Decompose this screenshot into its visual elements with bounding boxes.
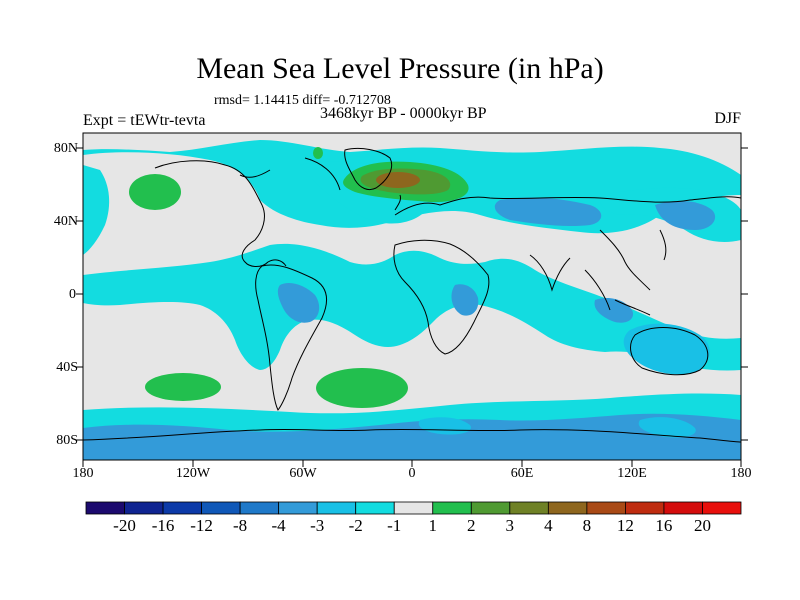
lon-label-60e: 60E <box>510 466 534 481</box>
brown-region-greenland <box>376 172 420 188</box>
green-region-arctic <box>313 147 323 159</box>
lat-label-40n: 40N <box>53 214 78 229</box>
colorbar-label: -20 <box>113 516 136 535</box>
green-region-south-atlantic <box>316 368 408 408</box>
lat-label-80n: 80N <box>53 141 78 156</box>
coastline-antarctica <box>83 428 741 443</box>
colorbar-box <box>470 501 511 515</box>
colorbar-box <box>625 501 665 515</box>
coastline-uk <box>394 194 401 211</box>
colorbar-box <box>162 501 202 515</box>
lon-label-0: 0 <box>408 466 416 481</box>
colorbar-label: -2 <box>348 516 363 535</box>
colorbar <box>85 501 742 515</box>
lat-label-80s: 80S <box>56 433 78 448</box>
stats-text: rmsd= 1.14415 diff= -0.712708 <box>214 93 391 108</box>
colorbar-box <box>702 501 742 515</box>
colorbar-box <box>85 501 125 515</box>
colorbar-label: 8 <box>582 516 592 535</box>
colorbar-box <box>316 501 357 515</box>
coastline-europe-asia <box>394 196 741 291</box>
colorbar-label: 12 <box>616 516 634 535</box>
colorbar-label: -12 <box>190 516 213 535</box>
colorbar-label: 20 <box>694 516 711 535</box>
colorbar-label: 16 <box>655 516 673 535</box>
cyan-region-australia <box>623 323 710 375</box>
colorbar-box <box>124 501 164 515</box>
cyan-region-west-pacific <box>83 165 110 255</box>
lon-label-120w: 120W <box>175 466 211 481</box>
colorbar-label: -1 <box>387 516 402 535</box>
colorbar-box <box>547 501 588 515</box>
lon-label-120e: 120E <box>617 466 647 481</box>
pressure-field <box>83 133 741 460</box>
lon-label-180w: 180 <box>72 466 94 481</box>
season-label: DJF <box>714 110 741 127</box>
coastline-africa <box>393 239 490 355</box>
colorbar-box <box>663 501 703 515</box>
period-label: 3468kyr BP - 0000kyr BP <box>320 105 487 122</box>
coastline-australia <box>630 327 709 376</box>
blue-region-antarctic <box>83 413 741 460</box>
lat-label-0: 0 <box>69 287 76 302</box>
blue-region-siberia <box>494 197 602 227</box>
colorbar-label: -3 <box>310 516 325 535</box>
cyan-region-tropics <box>83 243 741 371</box>
colorbar-label: -4 <box>271 516 286 535</box>
colorbar-box <box>586 501 626 515</box>
colorbar-label: 4 <box>544 516 553 535</box>
blue-region-amazon <box>277 283 320 323</box>
lon-label-180e: 180 <box>730 466 752 481</box>
blue-region-kamchatka <box>655 200 716 230</box>
experiment-label: Expt = tEWtr-tevta <box>83 112 206 129</box>
coastline-japan <box>659 229 667 261</box>
coastline-greenland <box>344 147 393 191</box>
colorbar-box <box>278 501 318 515</box>
coastline-north-america <box>154 157 341 267</box>
map-ticks <box>76 147 748 467</box>
coastline-south-america <box>255 264 328 411</box>
colorbar-box <box>239 501 280 515</box>
lat-label-40s: 40S <box>56 360 78 375</box>
colorbar-box <box>393 501 434 515</box>
green-region-south-pacific <box>145 373 221 401</box>
colorbar-box <box>201 501 241 515</box>
blue-region-africa <box>451 284 479 316</box>
chart-title: Mean Sea Level Pressure (in hPa) <box>196 52 604 85</box>
colorbar-box <box>355 501 395 515</box>
colorbar-label: 3 <box>505 516 515 535</box>
colorbar-label: -8 <box>233 516 248 535</box>
colorbar-label: -16 <box>151 516 175 535</box>
colorbar-label: 2 <box>467 516 476 535</box>
coastlines <box>83 147 741 443</box>
colorbar-box <box>509 501 549 515</box>
green-region-north-pacific <box>129 174 181 210</box>
colorbar-label: 1 <box>428 516 438 535</box>
coastline-india <box>529 254 571 292</box>
colorbar-box <box>432 501 472 515</box>
darkblue-region-ross <box>638 417 696 438</box>
coastline-southeast-asia <box>584 269 651 316</box>
lon-label-60w: 60W <box>289 466 317 481</box>
